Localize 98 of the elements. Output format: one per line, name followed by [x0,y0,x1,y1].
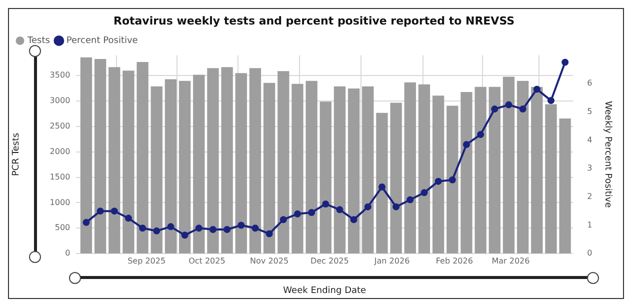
y2-tick-label: 6 [587,78,592,88]
legend-label: Tests [26,36,50,46]
y2-axis-title: Weekly Percent Positive [602,101,612,208]
bar [545,104,557,254]
bar [376,112,388,254]
point [477,131,484,138]
x-tick-label: Sep 2025 [128,256,166,266]
x-tick-label: Nov 2025 [250,256,289,266]
y-tick-label: 1500 [50,172,70,182]
bar [207,68,219,254]
point [195,224,202,232]
bar [150,86,162,254]
bar [390,102,402,254]
point [434,178,442,185]
point [266,230,273,238]
x-tick-label: Dec 2025 [310,256,349,266]
bar [108,67,120,254]
bar [474,86,486,254]
point [322,200,330,208]
point [505,101,512,108]
point [336,206,344,214]
y-tick-label: 3000 [50,96,70,106]
y-tick-label: 500 [54,223,70,232]
point [139,224,146,232]
point [462,140,470,148]
point [364,203,372,210]
bar [292,84,304,254]
y-tick-label: 1000 [50,198,70,207]
x-tick-label: Oct 2025 [188,256,226,266]
bar [348,88,360,254]
y-tick-label: 3500 [50,70,70,80]
bar [164,79,177,254]
bar [122,70,134,254]
legend-label: Percent Positive [66,36,138,46]
x-tick-label: Mar 2026 [492,256,530,266]
bar [221,67,233,254]
bar [249,68,262,254]
bar [306,80,318,254]
point [562,58,569,66]
point [167,223,174,230]
point [420,189,428,196]
y2-tick-label: 0 [587,248,592,258]
bar [516,80,529,254]
y-tick-label: 0 [65,248,70,258]
bar [278,71,290,254]
point [82,218,90,226]
bar [460,92,472,254]
bar [488,86,500,254]
point [448,176,456,184]
bar [263,82,276,254]
y-tick-label: 2000 [50,146,70,156]
x-tick-label: Jan 2026 [373,256,410,266]
bar [432,96,444,254]
y2-tick-label: 5 [587,106,592,116]
bar [193,74,205,254]
bar [404,82,416,254]
bar [502,76,515,254]
y2-tick-label: 1 [587,220,592,230]
bar [559,118,571,254]
chart-title: Rotavirus weekly tests and percent positive reported to NREVSS [113,14,515,28]
y-axis-title: PCR Tests [12,132,22,176]
point [238,222,245,229]
point [294,210,301,218]
y-tick-label: 2500 [50,122,70,130]
point [519,106,526,113]
bar [178,80,191,254]
y2-tick-label: 3 [587,164,592,173]
point [181,232,188,239]
point [280,216,287,224]
bar [531,86,543,254]
y2-tick-label: 4 [587,135,592,144]
point [224,226,231,234]
bar [136,62,148,254]
point [308,209,316,216]
x-tick-label: Feb 2026 [436,256,473,266]
point [110,208,118,215]
bar [418,84,430,254]
bar [362,86,374,254]
point [96,208,104,215]
bar [80,57,92,254]
x-axis-title: Week Ending Date [283,286,367,296]
point [209,226,216,234]
point [378,183,386,190]
bar [94,58,106,254]
point [533,86,540,93]
bar [334,86,346,254]
point [392,203,400,210]
point [406,196,414,204]
point [491,106,498,113]
bar [320,102,332,254]
point [153,227,160,234]
bar [446,106,458,254]
point [252,224,259,232]
point [547,97,554,104]
point [124,214,132,222]
y2-tick-label: 2 [587,192,592,201]
bar [235,73,247,254]
point [350,216,358,224]
